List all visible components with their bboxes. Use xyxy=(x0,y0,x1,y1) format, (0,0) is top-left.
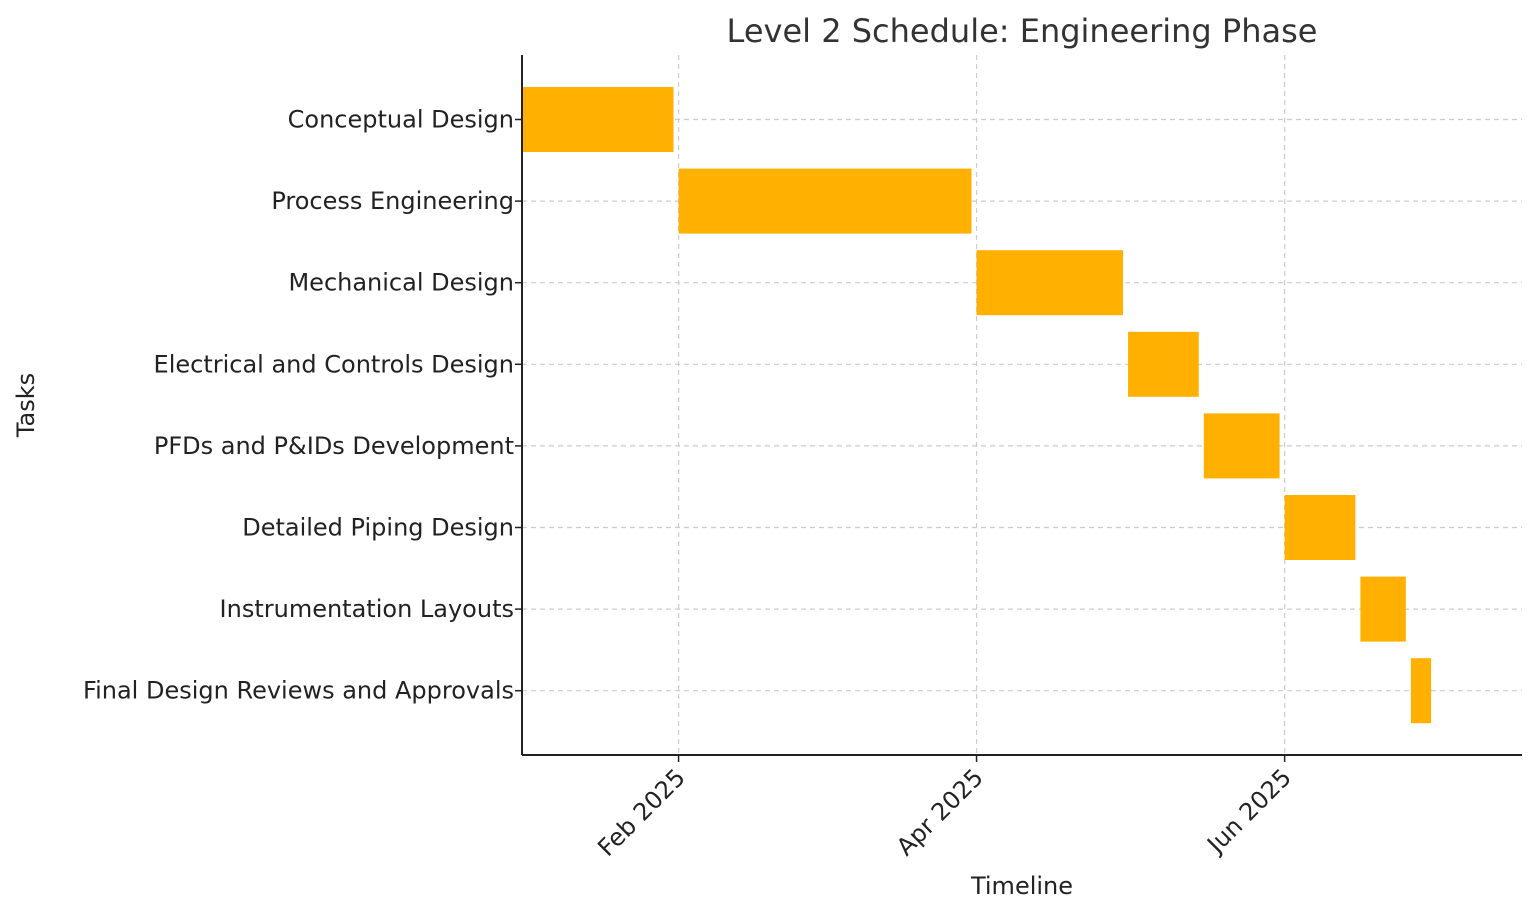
task-label: Conceptual Design xyxy=(288,106,514,134)
task-label: Instrumentation Layouts xyxy=(220,595,514,623)
task-label: Final Design Reviews and Approvals xyxy=(83,677,514,705)
x-tick-label: Jun 2025 xyxy=(1201,763,1297,859)
task-label: Mechanical Design xyxy=(288,269,514,297)
task-bar xyxy=(1128,331,1199,397)
task-bar xyxy=(1360,576,1406,642)
chart-title: Level 2 Schedule: Engineering Phase xyxy=(727,12,1318,50)
x-tick-label: Apr 2025 xyxy=(891,763,989,861)
task-bar xyxy=(522,87,674,152)
x-tick-label: Feb 2025 xyxy=(592,763,690,861)
grid-layer xyxy=(522,55,1522,755)
y-axis-label: Tasks xyxy=(12,373,40,438)
x-axis-label: Timeline xyxy=(970,872,1073,900)
task-bar xyxy=(1203,413,1280,479)
task-bar xyxy=(1410,658,1432,724)
task-label: Process Engineering xyxy=(271,187,514,215)
task-label: Detailed Piping Design xyxy=(242,514,514,542)
task-bar xyxy=(976,250,1124,316)
task-bar xyxy=(1284,495,1356,560)
task-bar xyxy=(678,168,972,234)
task-label: PFDs and P&IDs Development xyxy=(154,432,514,460)
bar-layer xyxy=(522,87,1432,724)
task-label: Electrical and Controls Design xyxy=(154,350,514,378)
